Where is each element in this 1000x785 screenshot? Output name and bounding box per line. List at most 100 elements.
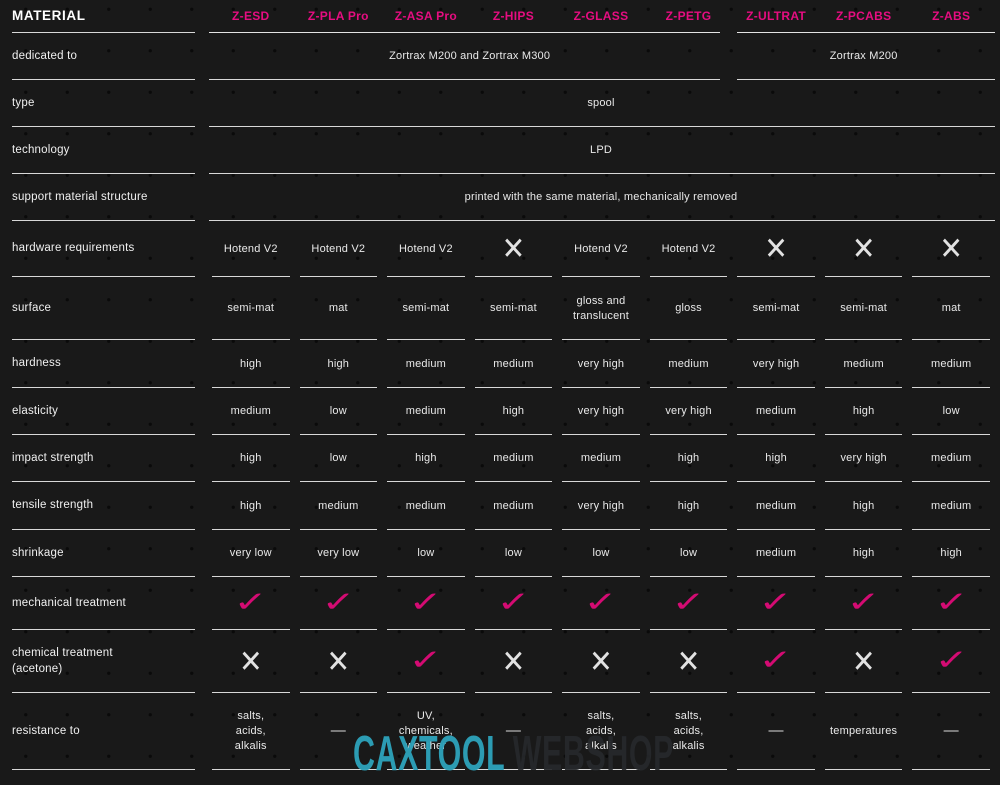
table-cell: low [295, 388, 383, 435]
table-cell-merged: LPD [207, 127, 995, 174]
row-label: resistance to [12, 693, 207, 770]
check-icon: ✓ [907, 577, 995, 630]
table: MATERIAL Z-ESD Z-PLA Pro Z-ASA Pro Z-HIP… [12, 0, 995, 770]
column-header-z-petg[interactable]: Z-PETG [644, 0, 733, 33]
table-cell: UV, chemicals, weather [382, 693, 470, 770]
column-header-z-abs[interactable]: Z-ABS [907, 0, 995, 33]
table-cell: medium [907, 482, 995, 530]
table-row-dedicated-to: dedicated to Zortrax M200 and Zortrax M3… [12, 33, 995, 80]
column-header-z-hips[interactable]: Z-HIPS [469, 0, 558, 33]
row-label: elasticity [12, 388, 207, 435]
table-row-surface: surface semi-mat mat semi-mat semi-mat g… [12, 277, 995, 340]
table-cell: salts, acids, alkalis [557, 693, 645, 770]
x-icon: ✕ [295, 630, 383, 693]
column-header-z-glass[interactable]: Z-GLASS [557, 0, 645, 33]
dash-icon: — [295, 693, 383, 770]
row-label: dedicated to [12, 33, 207, 80]
table-cell: semi-mat [732, 277, 820, 340]
check-icon: ✓ [470, 577, 558, 630]
table-cell: medium [470, 340, 558, 388]
material-header-label: MATERIAL [12, 0, 207, 33]
table-cell: high [470, 388, 558, 435]
table-cell: high [732, 435, 820, 482]
x-icon: ✕ [820, 221, 908, 277]
table-cell: high [645, 435, 733, 482]
table-cell: medium [382, 340, 470, 388]
table-cell: medium [382, 388, 470, 435]
table-cell: low [382, 530, 470, 577]
table-cell: low [470, 530, 558, 577]
column-header-z-pla-pro[interactable]: Z-PLA Pro [294, 0, 383, 33]
row-label: chemical treatment (acetone) [12, 630, 207, 693]
row-label: shrinkage [12, 530, 207, 577]
x-icon: ✕ [470, 221, 558, 277]
check-icon: ✓ [382, 577, 470, 630]
table-cell: medium [295, 482, 383, 530]
table-cell: semi-mat [820, 277, 908, 340]
table-cell: salts, acids, alkalis [645, 693, 733, 770]
row-label: surface [12, 277, 207, 340]
table-cell: medium [645, 340, 733, 388]
table-cell: medium [732, 530, 820, 577]
row-label: hardness [12, 340, 207, 388]
x-icon: ✕ [907, 221, 995, 277]
check-icon: ✓ [295, 577, 383, 630]
watermark: CAXTOOL WEBSHOP [353, 730, 674, 779]
check-icon: ✓ [207, 577, 295, 630]
table-cell: high [207, 482, 295, 530]
table-cell: high [382, 435, 470, 482]
table-cell: high [820, 388, 908, 435]
table-cell: high [207, 435, 295, 482]
table-cell: medium [820, 340, 908, 388]
column-header-z-asa-pro[interactable]: Z-ASA Pro [382, 0, 470, 33]
table-cell: low [557, 530, 645, 577]
table-row-hardware-requirements: hardware requirements Hotend V2 Hotend V… [12, 221, 995, 277]
row-label: technology [12, 127, 207, 174]
table-cell: Hotend V2 [295, 221, 383, 277]
row-label: mechanical treatment [12, 577, 207, 630]
check-icon: ✓ [557, 577, 645, 630]
table-cell: high [207, 340, 295, 388]
table-cell: high [907, 530, 995, 577]
column-header-z-pcabs[interactable]: Z-PCABS [819, 0, 908, 33]
dash-icon: — [470, 693, 558, 770]
table-cell: medium [907, 435, 995, 482]
table-cell: semi-mat [382, 277, 470, 340]
row-label: hardware requirements [12, 221, 207, 277]
table-cell-group: Zortrax M200 [732, 33, 995, 80]
check-icon: ✓ [732, 630, 820, 693]
row-label: impact strength [12, 435, 207, 482]
table-cell: Hotend V2 [207, 221, 295, 277]
table-cell: medium [470, 482, 558, 530]
table-cell: gloss and translucent [557, 277, 645, 340]
table-cell: semi-mat [470, 277, 558, 340]
table-row-type: type spool [12, 80, 995, 127]
table-cell: very low [295, 530, 383, 577]
table-cell: medium [382, 482, 470, 530]
check-icon: ✓ [907, 630, 995, 693]
row-label: tensile strength [12, 482, 207, 530]
table-row-technology: technology LPD [12, 127, 995, 174]
column-header-z-ultrat[interactable]: Z-ULTRAT [732, 0, 820, 33]
table-row-chemical-treatment: chemical treatment (acetone) ✕ ✕ ✓ ✕ ✕ ✕… [12, 630, 995, 693]
check-icon: ✓ [732, 577, 820, 630]
table-cell: low [295, 435, 383, 482]
column-header-z-esd[interactable]: Z-ESD [207, 0, 295, 33]
table-cell: mat [295, 277, 383, 340]
dash-icon: — [907, 693, 995, 770]
table-cell: salts, acids, alkalis [207, 693, 295, 770]
x-icon: ✕ [470, 630, 558, 693]
table-cell: low [645, 530, 733, 577]
row-label: type [12, 80, 207, 127]
table-row-mechanical-treatment: mechanical treatment ✓ ✓ ✓ ✓ ✓ ✓ ✓ ✓ ✓ [12, 577, 995, 630]
table-cell-merged: spool [207, 80, 995, 127]
table-cell: medium [557, 435, 645, 482]
table-cell: very high [645, 388, 733, 435]
table-row-shrinkage: shrinkage very low very low low low low … [12, 530, 995, 577]
table-cell: semi-mat [207, 277, 295, 340]
table-cell: medium [907, 340, 995, 388]
table-cell-group: Zortrax M200 and Zortrax M300 [207, 33, 732, 80]
table-row-hardness: hardness high high medium medium very hi… [12, 340, 995, 388]
table-cell: high [645, 482, 733, 530]
